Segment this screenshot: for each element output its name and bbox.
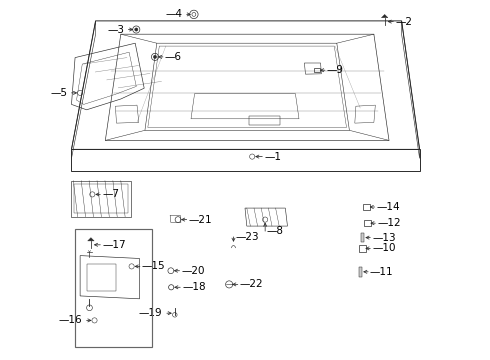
Text: —5: —5: [50, 88, 67, 98]
Text: —19: —19: [139, 308, 163, 318]
Text: —6: —6: [165, 52, 182, 62]
Bar: [364, 204, 370, 210]
Text: —21: —21: [189, 215, 212, 225]
Text: —14: —14: [376, 202, 400, 212]
Bar: [75, 229, 152, 347]
Bar: [359, 245, 366, 252]
Text: —17: —17: [102, 240, 126, 250]
Text: —12: —12: [377, 218, 401, 228]
Bar: [314, 68, 320, 72]
Polygon shape: [88, 238, 94, 241]
Text: —11: —11: [370, 267, 393, 277]
Text: —22: —22: [240, 279, 263, 289]
Text: —18: —18: [182, 282, 206, 292]
Text: —23: —23: [235, 232, 259, 242]
Text: —4: —4: [165, 9, 182, 19]
Text: —9: —9: [327, 65, 343, 75]
Bar: [74, 184, 128, 213]
Bar: [72, 181, 131, 217]
Bar: [361, 233, 364, 243]
Bar: [359, 267, 362, 277]
Text: —7: —7: [102, 189, 119, 199]
Text: —3: —3: [107, 24, 124, 35]
Text: —20: —20: [181, 266, 205, 276]
Text: —8: —8: [267, 226, 284, 236]
Bar: [87, 264, 116, 291]
Text: —2: —2: [395, 17, 412, 27]
Circle shape: [135, 28, 138, 31]
Text: —16: —16: [59, 315, 82, 325]
Text: —10: —10: [372, 243, 395, 253]
Circle shape: [153, 55, 157, 59]
Text: —13: —13: [372, 233, 396, 243]
Text: —1: —1: [264, 152, 281, 162]
Bar: [364, 220, 370, 226]
Text: —15: —15: [142, 261, 165, 271]
Polygon shape: [381, 14, 388, 18]
